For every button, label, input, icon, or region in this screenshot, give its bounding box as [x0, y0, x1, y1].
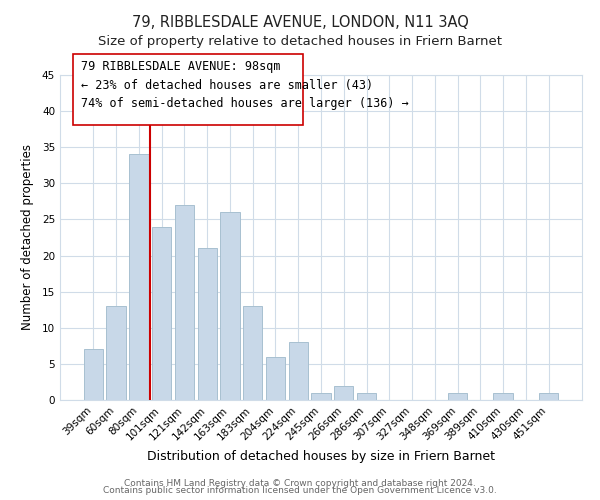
Bar — [220, 212, 239, 400]
X-axis label: Distribution of detached houses by size in Friern Barnet: Distribution of detached houses by size … — [147, 450, 495, 463]
FancyBboxPatch shape — [73, 54, 303, 126]
Y-axis label: Number of detached properties: Number of detached properties — [20, 144, 34, 330]
Bar — [266, 356, 285, 400]
Text: 79 RIBBLESDALE AVENUE: 98sqm
← 23% of detached houses are smaller (43)
74% of se: 79 RIBBLESDALE AVENUE: 98sqm ← 23% of de… — [81, 60, 409, 110]
Bar — [357, 393, 376, 400]
Bar — [197, 248, 217, 400]
Bar — [334, 386, 353, 400]
Bar — [175, 205, 194, 400]
Bar — [106, 306, 126, 400]
Bar — [539, 393, 558, 400]
Bar — [311, 393, 331, 400]
Bar — [129, 154, 149, 400]
Text: Size of property relative to detached houses in Friern Barnet: Size of property relative to detached ho… — [98, 35, 502, 48]
Bar — [152, 226, 172, 400]
Bar — [289, 342, 308, 400]
Text: Contains public sector information licensed under the Open Government Licence v3: Contains public sector information licen… — [103, 486, 497, 495]
Bar — [243, 306, 262, 400]
Bar — [84, 350, 103, 400]
Text: 79, RIBBLESDALE AVENUE, LONDON, N11 3AQ: 79, RIBBLESDALE AVENUE, LONDON, N11 3AQ — [131, 15, 469, 30]
Bar — [448, 393, 467, 400]
Text: Contains HM Land Registry data © Crown copyright and database right 2024.: Contains HM Land Registry data © Crown c… — [124, 478, 476, 488]
Bar — [493, 393, 513, 400]
